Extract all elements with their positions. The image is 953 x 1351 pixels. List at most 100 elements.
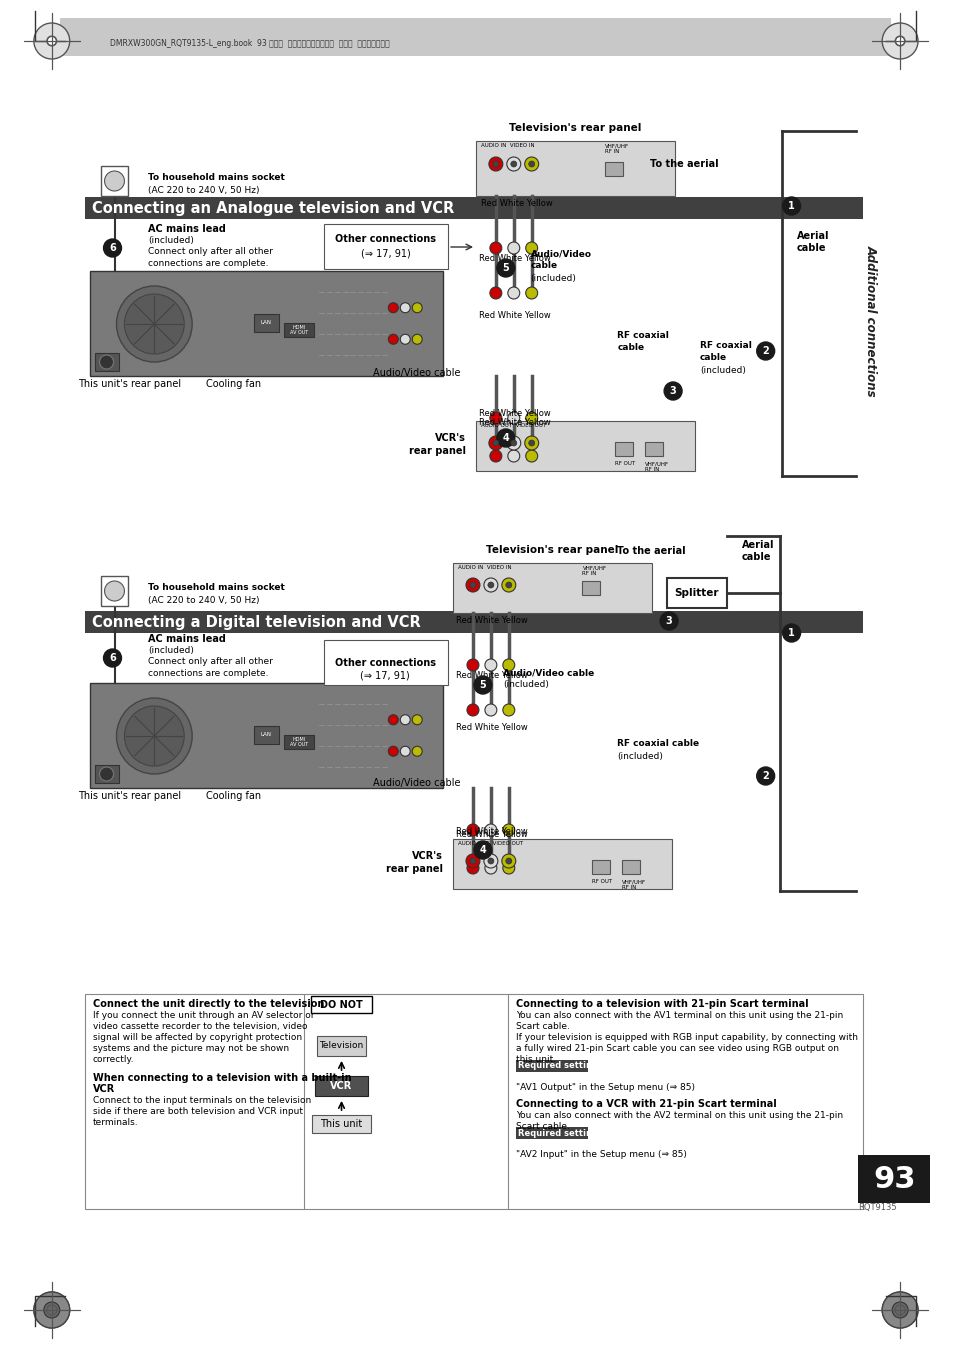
Text: Red White Yellow: Red White Yellow: [480, 199, 552, 208]
Text: "AV2 Input" in the Setup menu (⇒ 85): "AV2 Input" in the Setup menu (⇒ 85): [516, 1150, 686, 1159]
Circle shape: [659, 612, 678, 630]
Text: VCR's: VCR's: [412, 851, 442, 861]
Text: When connecting to a television with a built-in: When connecting to a television with a b…: [92, 1073, 351, 1084]
Text: To the aerial: To the aerial: [617, 546, 685, 557]
Bar: [516, 1061, 588, 1071]
Circle shape: [33, 1292, 70, 1328]
Text: Television: Television: [319, 1042, 363, 1051]
Circle shape: [484, 862, 497, 874]
Text: RF coaxial: RF coaxial: [700, 342, 751, 350]
Circle shape: [488, 436, 502, 450]
Text: Connect only after all other: Connect only after all other: [149, 658, 273, 666]
Circle shape: [467, 704, 478, 716]
Text: DO NOT: DO NOT: [320, 1000, 362, 1011]
Circle shape: [507, 242, 519, 254]
Text: 3: 3: [669, 386, 676, 396]
Circle shape: [510, 440, 517, 446]
Circle shape: [882, 23, 917, 59]
Circle shape: [756, 342, 774, 359]
Circle shape: [490, 450, 501, 462]
Text: VCR: VCR: [92, 1084, 114, 1094]
Bar: [283, 323, 314, 336]
Circle shape: [467, 824, 478, 836]
Text: Audio/Video cable: Audio/Video cable: [373, 367, 460, 378]
Circle shape: [467, 659, 478, 671]
Text: (included): (included): [502, 681, 548, 689]
Circle shape: [483, 578, 497, 592]
Text: (AC 220 to 240 V, 50 Hz): (AC 220 to 240 V, 50 Hz): [149, 596, 259, 604]
Circle shape: [497, 259, 515, 277]
Text: Red White Yellow: Red White Yellow: [456, 827, 527, 836]
Circle shape: [388, 715, 397, 724]
Text: 4: 4: [502, 434, 509, 443]
Text: cable: cable: [530, 262, 558, 270]
Bar: [283, 735, 314, 748]
Circle shape: [487, 858, 494, 865]
Text: 5: 5: [479, 680, 486, 690]
Text: Scart cable.: Scart cable.: [516, 1121, 569, 1131]
Text: If your television is equipped with RGB input capability, by connecting with: If your television is equipped with RGB …: [516, 1034, 857, 1042]
Circle shape: [484, 704, 497, 716]
Circle shape: [510, 161, 517, 168]
Text: Connecting to a VCR with 21-pin Scart terminal: Connecting to a VCR with 21-pin Scart te…: [516, 1098, 776, 1109]
Text: Red White Yellow: Red White Yellow: [478, 409, 550, 417]
Bar: [582, 581, 599, 594]
Circle shape: [400, 303, 410, 312]
Circle shape: [525, 286, 537, 299]
Text: Connecting a Digital television and VCR: Connecting a Digital television and VCR: [91, 615, 420, 630]
Text: (included): (included): [149, 646, 194, 654]
Circle shape: [33, 1292, 70, 1328]
Text: VCR's: VCR's: [435, 434, 465, 443]
Bar: [94, 765, 119, 784]
Circle shape: [48, 36, 56, 46]
Circle shape: [105, 581, 124, 601]
Text: VHF/UHF
RF IN: VHF/UHF RF IN: [644, 461, 669, 471]
Circle shape: [490, 412, 501, 424]
Text: VHF/UHF
RF IN: VHF/UHF RF IN: [621, 880, 646, 890]
Circle shape: [507, 286, 519, 299]
Circle shape: [502, 862, 515, 874]
Text: AUDIO OUT  VIDEO OUT: AUDIO OUT VIDEO OUT: [457, 842, 522, 846]
Text: LAN: LAN: [260, 320, 271, 326]
Circle shape: [116, 286, 192, 362]
Text: AC mains lead: AC mains lead: [149, 634, 226, 644]
Circle shape: [465, 854, 479, 867]
Text: a fully wired 21-pin Scart cable you can see video using RGB output on: a fully wired 21-pin Scart cable you can…: [516, 1044, 838, 1052]
Text: Required setting: Required setting: [517, 1062, 598, 1070]
Bar: [253, 313, 278, 332]
Text: To household mains socket: To household mains socket: [149, 173, 285, 182]
Text: You can also connect with the AV2 terminal on this unit using the 21-pin: You can also connect with the AV2 termin…: [516, 1111, 842, 1120]
Text: connections are complete.: connections are complete.: [149, 669, 269, 677]
Text: Television's rear panel: Television's rear panel: [486, 544, 618, 555]
Circle shape: [501, 578, 516, 592]
Text: VCR: VCR: [330, 1081, 353, 1092]
Text: (included): (included): [617, 751, 662, 761]
Bar: [476, 141, 675, 196]
Text: AC mains lead: AC mains lead: [149, 224, 226, 234]
Circle shape: [483, 854, 497, 867]
Bar: [858, 1155, 929, 1202]
Bar: [592, 861, 610, 874]
Text: Red White Yellow: Red White Yellow: [456, 671, 527, 680]
Circle shape: [525, 242, 537, 254]
Text: This unit's rear panel: This unit's rear panel: [78, 790, 181, 801]
Circle shape: [474, 842, 492, 859]
Circle shape: [105, 172, 124, 190]
Bar: [85, 994, 862, 1209]
Circle shape: [99, 355, 113, 369]
Circle shape: [33, 23, 70, 59]
Text: Other connections: Other connections: [335, 234, 436, 243]
Circle shape: [524, 436, 538, 450]
Bar: [85, 611, 862, 634]
Bar: [90, 272, 442, 376]
Bar: [323, 224, 448, 269]
Circle shape: [124, 295, 184, 354]
Bar: [90, 684, 442, 788]
Circle shape: [781, 197, 800, 215]
Circle shape: [484, 824, 497, 836]
Circle shape: [528, 440, 534, 446]
Circle shape: [474, 676, 492, 694]
Text: Red White Yellow: Red White Yellow: [456, 723, 527, 732]
Text: (AC 220 to 240 V, 50 Hz): (AC 220 to 240 V, 50 Hz): [149, 185, 259, 195]
Circle shape: [99, 767, 113, 781]
